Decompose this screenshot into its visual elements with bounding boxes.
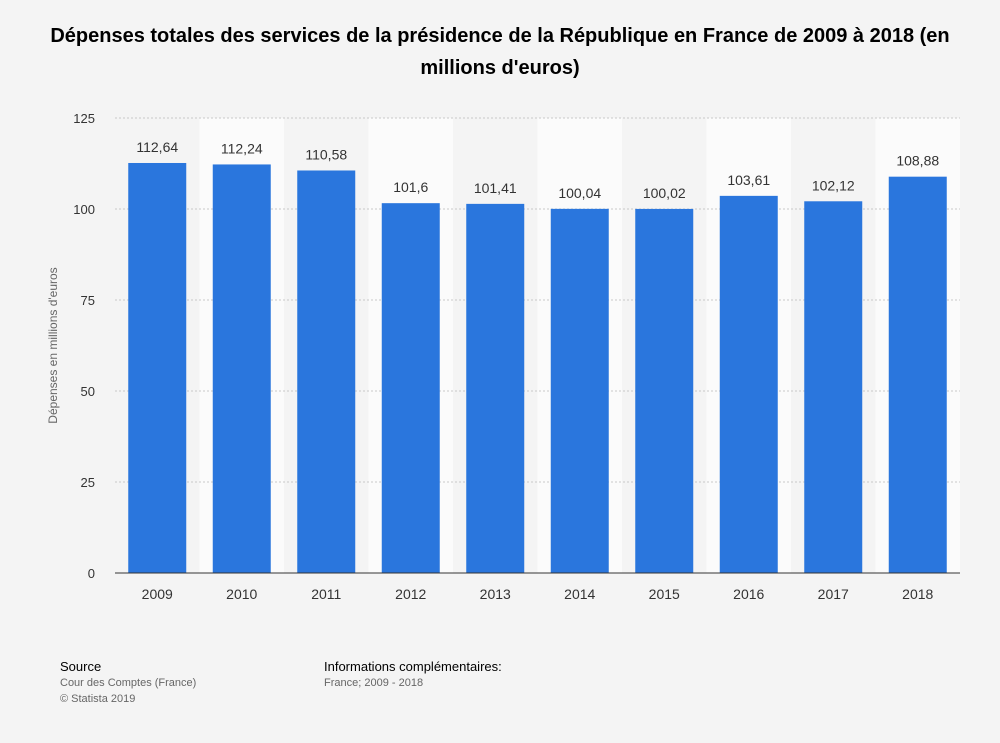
footer-info: Informations complémentaires: France; 20… <box>324 659 502 691</box>
y-tick-label: 125 <box>73 111 95 126</box>
bar-2013[interactable] <box>466 203 525 573</box>
chart-title: Dépenses totales des services de la prés… <box>50 25 950 79</box>
x-tick-label: 2013 <box>480 586 511 602</box>
value-label: 103,61 <box>727 172 770 188</box>
bar-2010[interactable] <box>212 164 271 573</box>
x-tick-label: 2016 <box>733 586 764 602</box>
source-label: Source <box>60 659 102 674</box>
y-tick-label: 25 <box>81 475 95 490</box>
x-tick-labels: 2009 2010 2011 2012 2013 2014 2015 2016 2017 2018 <box>142 586 934 602</box>
value-label: 102,12 <box>812 177 855 193</box>
value-label: 110,58 <box>305 146 347 162</box>
x-tick-label: 2015 <box>649 586 680 602</box>
value-label: 100,04 <box>558 185 601 201</box>
x-tick-label: 2018 <box>902 586 933 602</box>
y-tick-label: 100 <box>73 202 95 217</box>
x-tick-label: 2011 <box>311 586 341 602</box>
source-value[interactable]: Cour des Comptes (France) <box>60 677 197 689</box>
x-tick-label: 2010 <box>226 586 257 602</box>
value-label: 101,41 <box>474 180 517 196</box>
info-label: Informations complémentaires: <box>324 659 502 674</box>
value-label: 101,6 <box>393 179 428 195</box>
x-tick-label: 2014 <box>564 586 595 602</box>
y-tick-label: 50 <box>81 384 95 399</box>
value-label: 100,02 <box>643 185 686 201</box>
bar-2018[interactable] <box>888 176 947 573</box>
y-tick-label: 0 <box>88 566 95 581</box>
value-label: 108,88 <box>896 153 939 169</box>
y-tick-label: 75 <box>81 293 95 308</box>
x-tick-label: 2009 <box>142 586 173 602</box>
bar-2009[interactable] <box>128 162 187 573</box>
value-label: 112,64 <box>136 139 178 155</box>
value-labels: 112,64 112,24 110,58 101,6 101,41 100,04 100,0… <box>136 139 939 201</box>
x-tick-label: 2017 <box>818 586 849 602</box>
copyright[interactable]: © Statista 2019 <box>60 693 136 705</box>
y-tick-labels: 0 25 50 75 100 125 <box>73 111 95 581</box>
x-tick-label: 2012 <box>395 586 426 602</box>
bar-2016[interactable] <box>719 195 778 573</box>
bar-2015[interactable] <box>635 208 694 574</box>
info-value: France; 2009 - 2018 <box>324 677 424 689</box>
value-label: 112,24 <box>221 140 263 156</box>
footer-source: Source Cour des Comptes (France) © Stati… <box>60 659 196 707</box>
bar-2017[interactable] <box>804 201 863 573</box>
bar-2014[interactable] <box>550 208 609 573</box>
bar-2012[interactable] <box>381 203 440 573</box>
bar-2011[interactable] <box>297 170 356 573</box>
bars <box>128 162 947 574</box>
y-axis-label: Dépenses en millions d'euros <box>46 267 60 423</box>
